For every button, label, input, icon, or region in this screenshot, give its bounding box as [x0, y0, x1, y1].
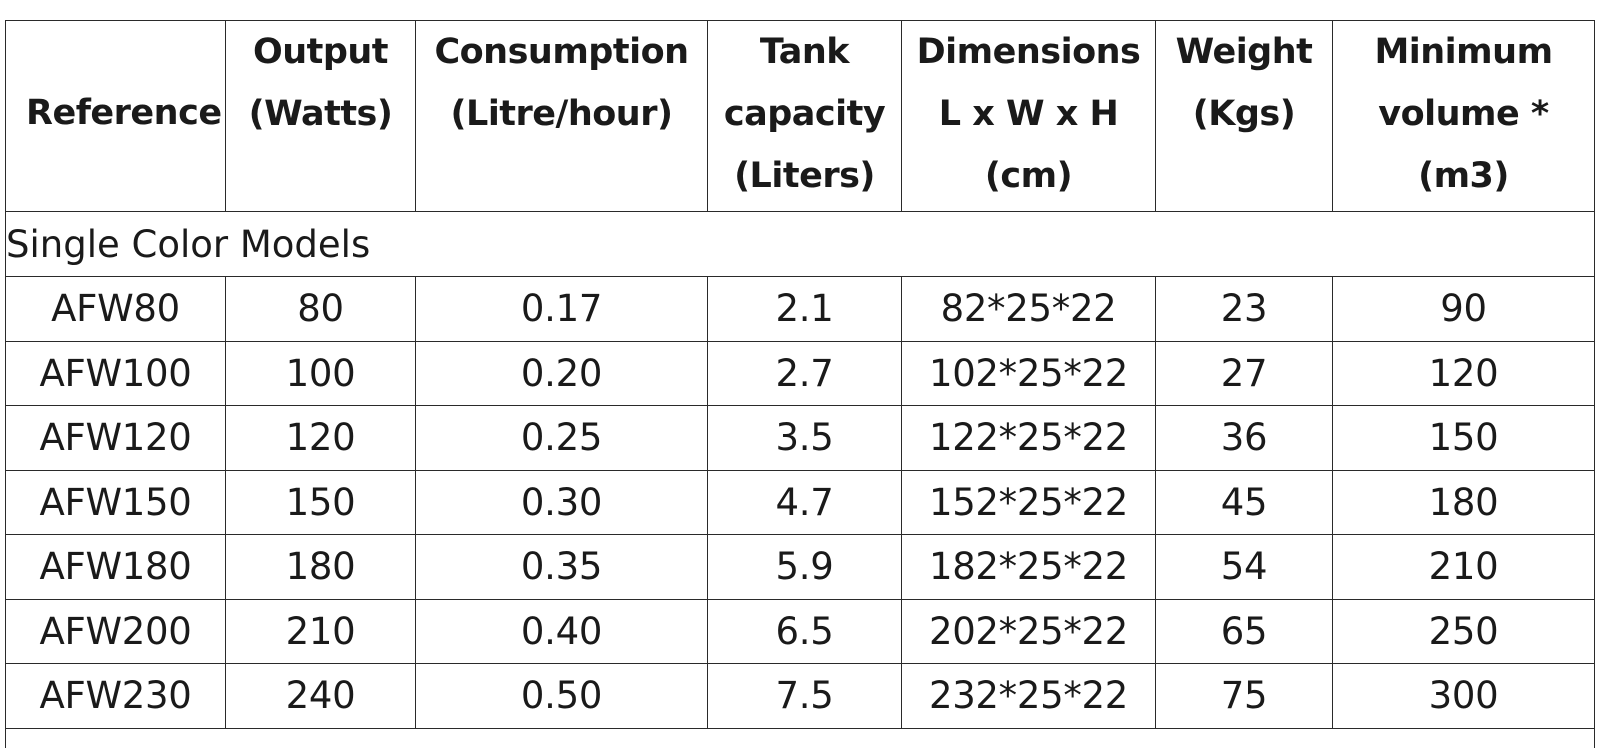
header-reference: Reference: [5, 20, 226, 212]
cell-dimensions: 182*25*22: [901, 534, 1156, 600]
cell-reference: AFW120: [5, 405, 226, 471]
cell-minimum-volume: 120: [1332, 340, 1595, 406]
header-weight: Weight (Kgs): [1155, 20, 1333, 212]
cell-tank-capacity: 6.5: [707, 598, 902, 664]
cell-tank-capacity: 3.5: [707, 405, 902, 471]
cell-weight: 75: [1155, 663, 1333, 729]
cell-output: 150: [225, 469, 416, 535]
table-row: AFW150 150 0.30 4.7 152*25*22 45 180: [5, 469, 1595, 535]
cell-tank-capacity: 4.7: [707, 469, 902, 535]
cell-reference: AFW200: [5, 598, 226, 664]
cell-output: 80: [225, 276, 416, 342]
cell-consumption: 0.40: [415, 598, 708, 664]
cell-dimensions: 102*25*22: [901, 340, 1156, 406]
cell-consumption: 0.17: [415, 276, 708, 342]
cell-consumption: 0.30: [415, 469, 708, 535]
cell-output: 240: [225, 663, 416, 729]
cell-weight: 54: [1155, 534, 1333, 600]
cell-weight: 36: [1155, 405, 1333, 471]
table-row-partial: [5, 727, 1595, 748]
partial-cell: [5, 727, 1595, 748]
table-row: AFW100 100 0.20 2.7 102*25*22 27 120: [5, 340, 1595, 406]
cell-weight: 45: [1155, 469, 1333, 535]
section-label: Single Color Models: [5, 211, 1595, 277]
cell-output: 100: [225, 340, 416, 406]
cell-dimensions: 122*25*22: [901, 405, 1156, 471]
cell-dimensions: 152*25*22: [901, 469, 1156, 535]
cell-consumption: 0.20: [415, 340, 708, 406]
cell-minimum-volume: 300: [1332, 663, 1595, 729]
cell-output: 120: [225, 405, 416, 471]
cell-consumption: 0.50: [415, 663, 708, 729]
cell-minimum-volume: 150: [1332, 405, 1595, 471]
cell-weight: 65: [1155, 598, 1333, 664]
section-row: Single Color Models: [5, 211, 1595, 277]
cell-tank-capacity: 7.5: [707, 663, 902, 729]
header-consumption: Consumption (Litre/hour): [415, 20, 708, 212]
cell-weight: 23: [1155, 276, 1333, 342]
cell-reference: AFW150: [5, 469, 226, 535]
cell-output: 210: [225, 598, 416, 664]
cell-tank-capacity: 5.9: [707, 534, 902, 600]
cell-tank-capacity: 2.1: [707, 276, 902, 342]
header-dimensions: Dimensions L x W x H (cm): [901, 20, 1156, 212]
cell-reference: AFW80: [5, 276, 226, 342]
cell-dimensions: 232*25*22: [901, 663, 1156, 729]
spec-table: Reference Output (Watts) Consumption (Li…: [5, 20, 1595, 748]
header-output: Output (Watts): [225, 20, 416, 212]
cell-reference: AFW180: [5, 534, 226, 600]
cell-reference: AFW100: [5, 340, 226, 406]
cell-minimum-volume: 90: [1332, 276, 1595, 342]
table-row: AFW180 180 0.35 5.9 182*25*22 54 210: [5, 534, 1595, 600]
table-row: AFW230 240 0.50 7.5 232*25*22 75 300: [5, 663, 1595, 729]
table-row: AFW120 120 0.25 3.5 122*25*22 36 150: [5, 405, 1595, 471]
cell-output: 180: [225, 534, 416, 600]
table-row: AFW200 210 0.40 6.5 202*25*22 65 250: [5, 598, 1595, 664]
cell-reference: AFW230: [5, 663, 226, 729]
header-minimum-volume: Minimum volume * (m3): [1332, 20, 1595, 212]
cell-minimum-volume: 250: [1332, 598, 1595, 664]
cell-tank-capacity: 2.7: [707, 340, 902, 406]
table-row: AFW80 80 0.17 2.1 82*25*22 23 90: [5, 276, 1595, 342]
cell-minimum-volume: 210: [1332, 534, 1595, 600]
cell-minimum-volume: 180: [1332, 469, 1595, 535]
header-row: Reference Output (Watts) Consumption (Li…: [5, 20, 1595, 212]
cell-dimensions: 82*25*22: [901, 276, 1156, 342]
cell-consumption: 0.35: [415, 534, 708, 600]
cell-dimensions: 202*25*22: [901, 598, 1156, 664]
cell-weight: 27: [1155, 340, 1333, 406]
cell-consumption: 0.25: [415, 405, 708, 471]
header-tank-capacity: Tank capacity (Liters): [707, 20, 902, 212]
